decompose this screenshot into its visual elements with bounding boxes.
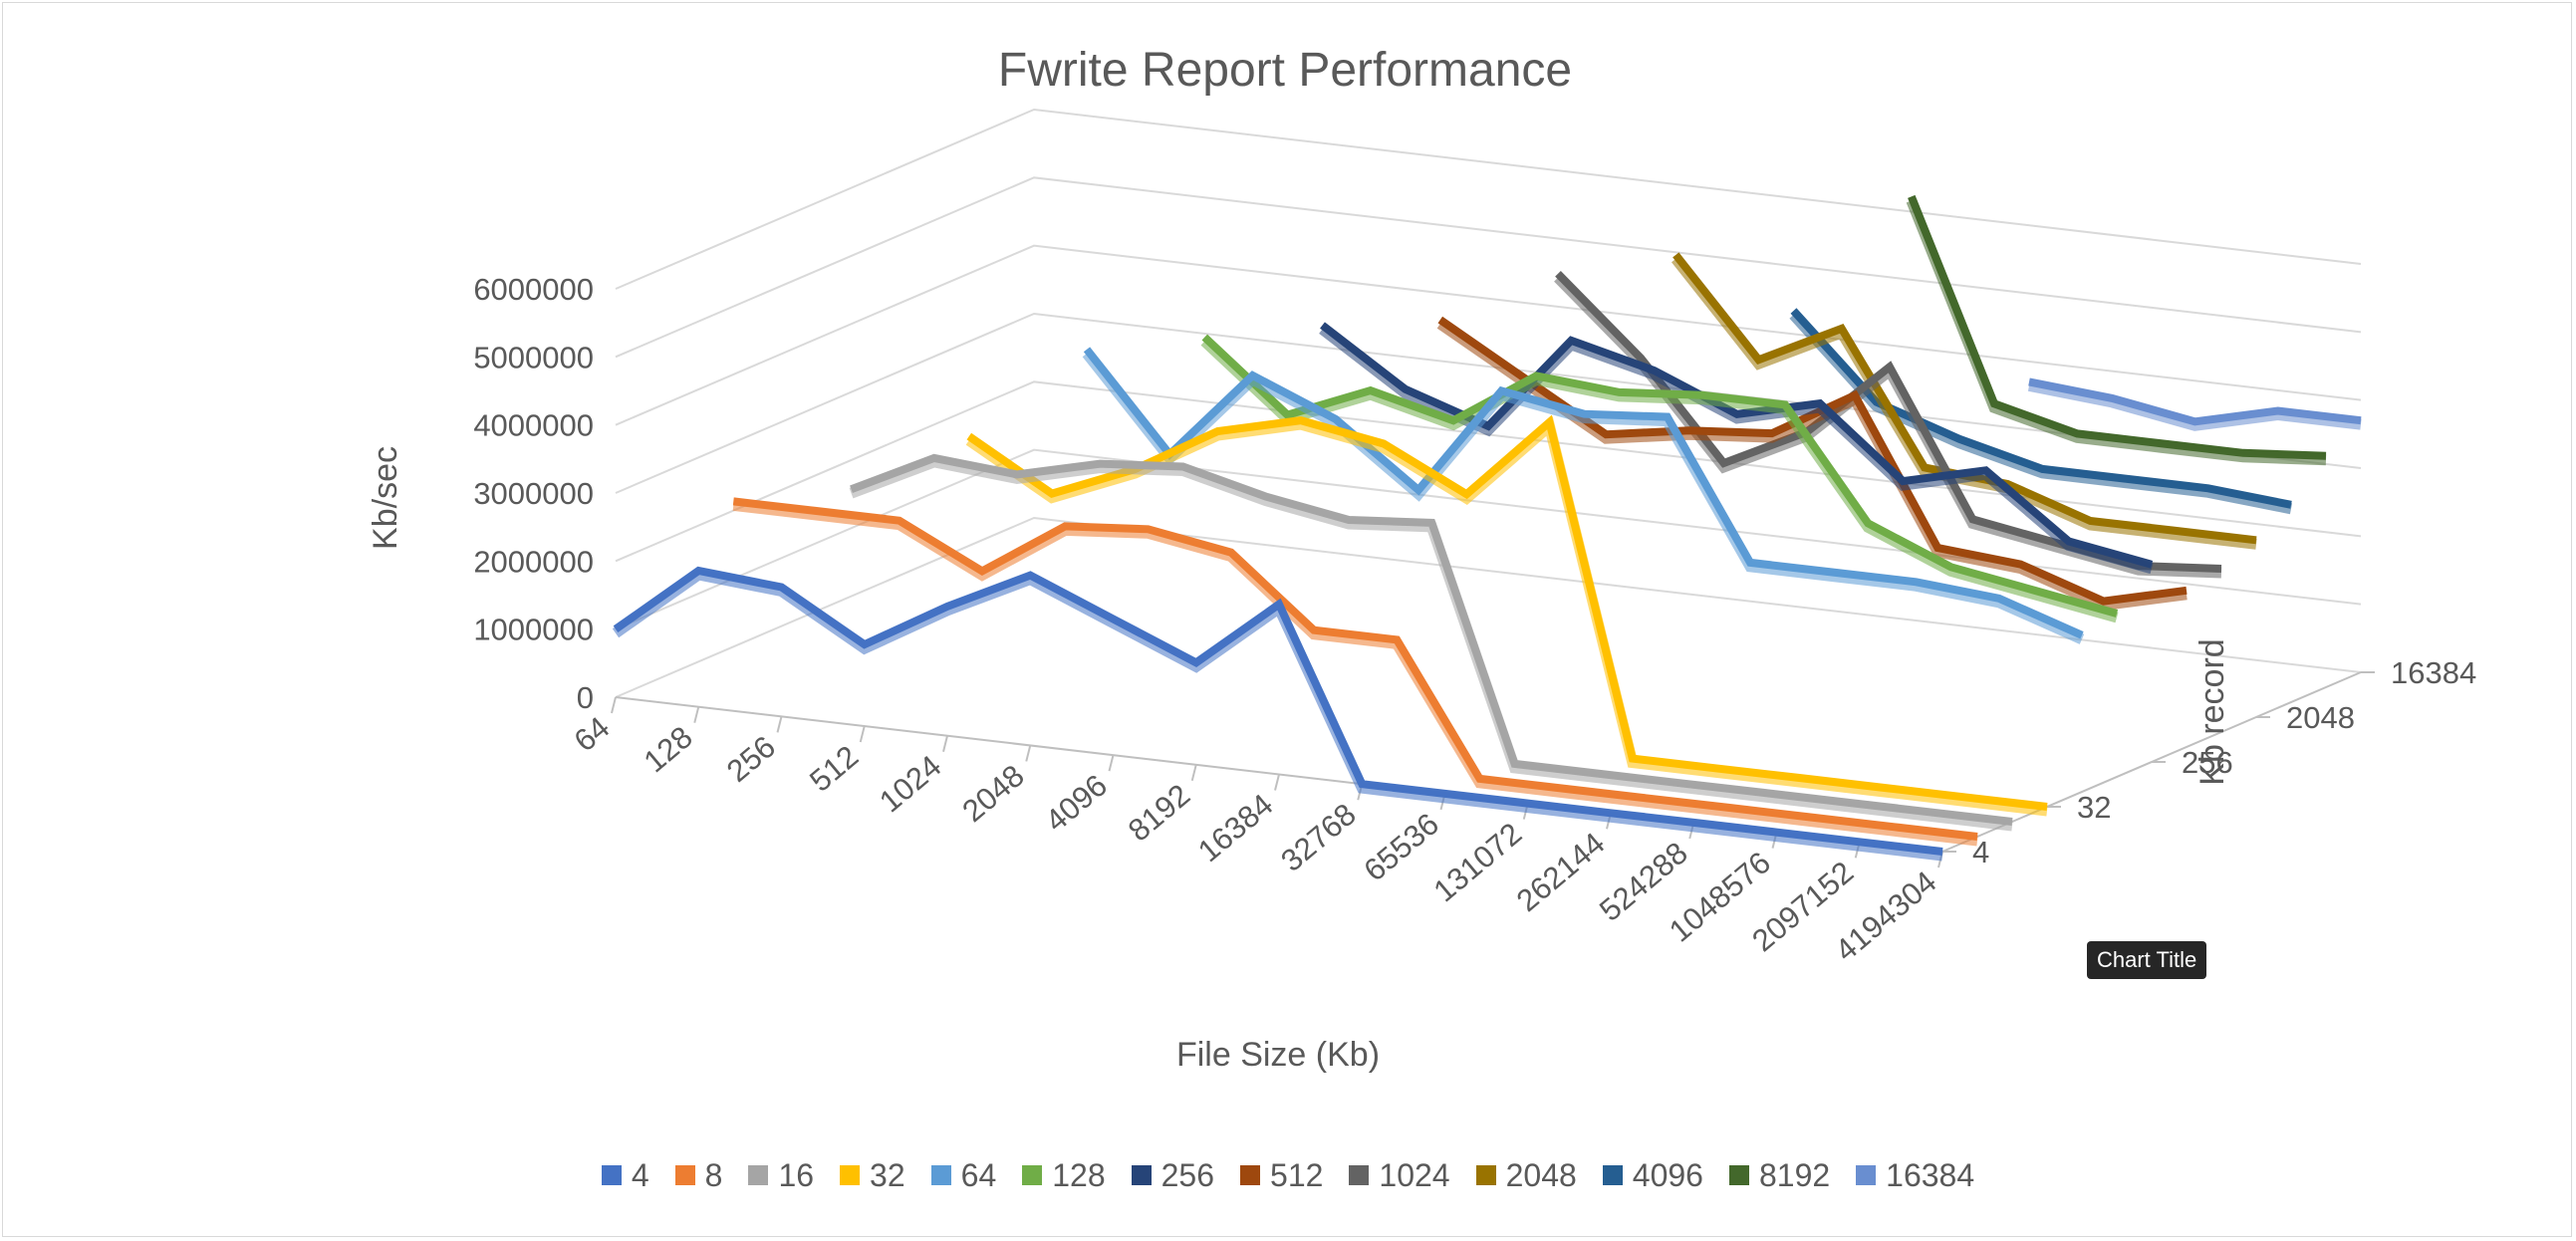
legend-item: 32: [840, 1157, 905, 1194]
x-tick-label: 256: [720, 729, 782, 789]
legend-item: 16384: [1856, 1157, 1974, 1194]
legend-label: 8192: [1758, 1156, 1831, 1193]
legend-item: 128: [1022, 1156, 1106, 1194]
legend-swatch: [1602, 1165, 1623, 1185]
x-tick-label: 512: [803, 739, 865, 799]
x-tick-label: 64: [568, 710, 617, 759]
x-tick-label: 16384: [1191, 787, 1280, 869]
series-line-128: [1201, 334, 2119, 618]
depth-tick-label: 4: [1972, 835, 1989, 869]
legend-swatch: [1475, 1165, 1496, 1185]
legend-label: 512: [1270, 1156, 1324, 1193]
legend-item: 2048: [1475, 1156, 1577, 1194]
y-tick-label: 3000000: [473, 476, 594, 511]
y-tick-label: 1000000: [473, 613, 594, 647]
legend-swatch: [930, 1165, 951, 1185]
gridline: [615, 108, 2362, 290]
legend-item: 4096: [1602, 1156, 1703, 1194]
x-tick-label: 128: [638, 719, 699, 779]
legend: 4 8 16 32 64 128 256 512 1024 2048 4096 8192 16384: [0, 1153, 2576, 1197]
legend-swatch: [1131, 1165, 1152, 1185]
y-axis-title: Kb/sec: [367, 446, 404, 550]
x-tick: [859, 725, 866, 743]
legend-swatch: [601, 1165, 622, 1185]
x-tick: [611, 696, 617, 714]
legend-item: 16: [748, 1157, 814, 1194]
x-tick-label: 8192: [1122, 777, 1196, 848]
series-line-8: [732, 497, 1978, 841]
series-lines: [612, 194, 2362, 862]
x-tick: [1108, 754, 1115, 772]
legend-swatch: [1022, 1165, 1043, 1185]
legend-swatch: [1856, 1165, 1877, 1185]
chart-title: Fwrite Report Performance: [998, 44, 1572, 97]
legend-swatch: [674, 1165, 695, 1185]
series-line-64: [1083, 347, 2084, 639]
legend-label: 256: [1160, 1156, 1215, 1193]
legend-swatch: [1349, 1165, 1370, 1185]
legend-label: 4096: [1632, 1156, 1703, 1193]
legend-label: 64: [960, 1156, 997, 1193]
legend-label: 8: [704, 1156, 723, 1193]
legend-swatch: [1728, 1165, 1749, 1185]
series-line-4096: [1790, 308, 2292, 509]
x-axis-title: File Size (Kb): [1176, 1036, 1380, 1074]
x-tick-label: 1024: [873, 748, 947, 819]
z-axis-title: Kb record: [2193, 638, 2231, 785]
x-tick-label: 32768: [1274, 797, 1363, 878]
x-tick: [1025, 745, 1032, 762]
legend-item: 64: [930, 1156, 997, 1194]
legend-item: 512: [1240, 1157, 1323, 1194]
legend-item: 8: [674, 1156, 723, 1194]
legend-item: 1024: [1349, 1156, 1450, 1194]
x-tick-label: 2048: [955, 758, 1030, 829]
axis-labels: 0 1000000 2000000 3000000 4000000 5000000 6000…: [473, 272, 2476, 968]
y-tick-label: 0: [577, 680, 594, 715]
y-tick-label: 6000000: [473, 272, 594, 307]
legend-swatch: [1240, 1165, 1261, 1185]
legend-item: 4: [601, 1156, 649, 1194]
y-tick-label: 5000000: [473, 340, 594, 374]
chart-title-tooltip: Chart Title: [2087, 941, 2207, 979]
series-shadow-16: [849, 456, 2013, 832]
legend-item: 8192: [1728, 1156, 1831, 1194]
x-tick-label: 65536: [1357, 806, 1445, 887]
series-line-16: [850, 453, 2013, 826]
gridline: [615, 516, 2362, 698]
x-tick: [1190, 764, 1197, 782]
legend-label: 16: [778, 1156, 815, 1193]
legend-item: 256: [1131, 1156, 1215, 1194]
gridline: [615, 244, 2362, 426]
x-tick: [693, 706, 700, 723]
gridline: [615, 176, 2362, 359]
legend-label: 16384: [1886, 1156, 1975, 1193]
series-line-2048: [1673, 252, 2257, 545]
series-line-4: [613, 566, 1943, 856]
legend-label: 128: [1052, 1156, 1106, 1193]
legend-swatch: [748, 1165, 769, 1185]
y-tick-label: 4000000: [473, 408, 594, 443]
y-tick-label: 2000000: [473, 544, 594, 579]
depth-tick-label: 2048: [2286, 700, 2355, 735]
x-tick: [1274, 774, 1280, 791]
x-tick-label: 4096: [1039, 768, 1114, 839]
depth-tick-label: 16384: [2391, 655, 2476, 690]
x-tick: [942, 735, 948, 752]
legend-label: 2048: [1505, 1156, 1577, 1193]
series-line-8192: [1908, 194, 2327, 460]
depth-tick-label: 256: [2182, 745, 2233, 780]
legend-label: 1024: [1379, 1156, 1450, 1193]
legend-label: 4: [631, 1156, 649, 1193]
legend-label: 32: [870, 1156, 905, 1193]
legend-swatch: [840, 1165, 861, 1185]
depth-tick-label: 32: [2077, 790, 2111, 825]
series-line-16384: [2028, 377, 2362, 426]
x-tick: [776, 716, 783, 733]
